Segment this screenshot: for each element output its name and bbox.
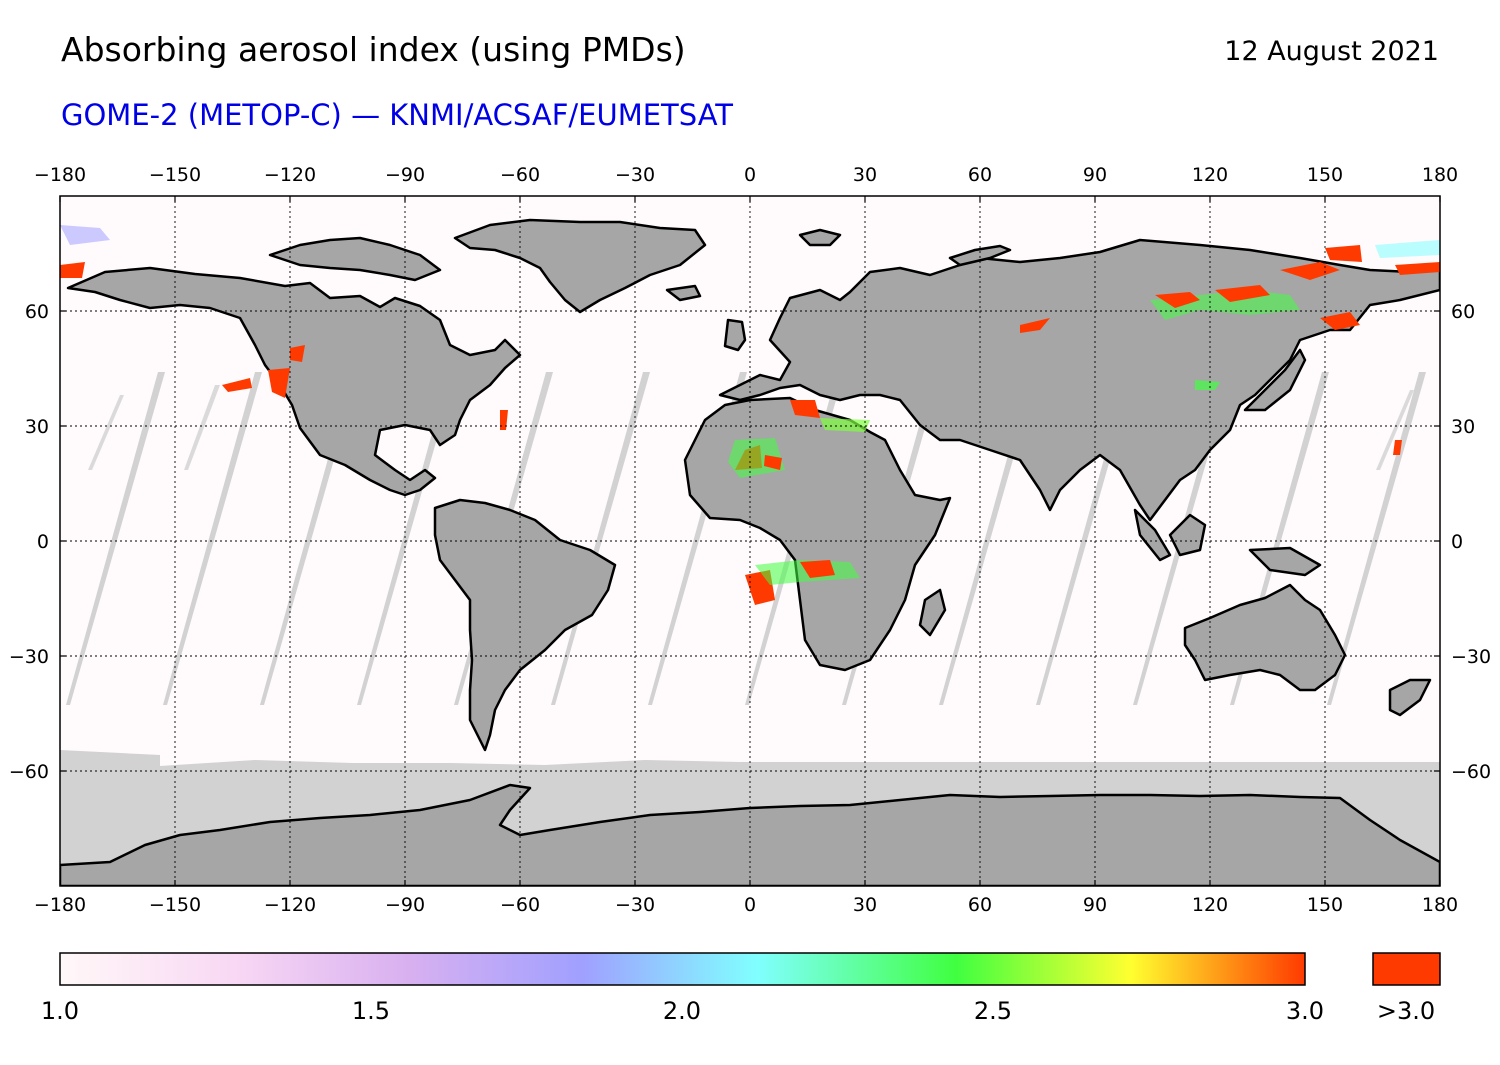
- colorbar-over-label: >3.0: [1377, 997, 1435, 1025]
- map-date: 12 August 2021: [1224, 36, 1439, 67]
- lon-tick-label: −60: [500, 894, 540, 916]
- lon-tick-label: 120: [1192, 894, 1228, 916]
- lon-tick-label: 180: [1422, 164, 1458, 186]
- lat-tick-label: 60: [25, 301, 49, 323]
- tick-marks: [59, 196, 1441, 886]
- lon-tick-label: 120: [1192, 164, 1228, 186]
- sumatra: [1133, 508, 1172, 562]
- lat-tick-label: 30: [25, 416, 49, 438]
- lon-tick-label: 0: [744, 894, 756, 916]
- lon-tick-label: 90: [1083, 894, 1107, 916]
- australia: [1183, 583, 1347, 692]
- lon-tick-label: 30: [853, 894, 877, 916]
- lat-labels-left: 60 30 0 −30 −60: [9, 301, 49, 783]
- lat-tick-label: −30: [9, 646, 49, 668]
- lon-tick-label: −150: [149, 164, 201, 186]
- lat-tick-label: −60: [1451, 761, 1491, 783]
- aerosol-plumes: [60, 225, 1440, 605]
- lon-tick-label: −150: [149, 894, 201, 916]
- borneo: [1168, 513, 1207, 557]
- lat-tick-label: 0: [1451, 531, 1463, 553]
- greenland: [453, 218, 707, 314]
- colorbar: [59, 952, 1306, 986]
- lon-tick-label: 60: [968, 164, 992, 186]
- lon-tick-label: 60: [968, 894, 992, 916]
- lat-tick-label: 30: [1451, 416, 1475, 438]
- japan: [1243, 348, 1307, 412]
- south-america: [433, 498, 617, 752]
- colorbar-label: 1.0: [41, 997, 79, 1025]
- novaya-zemlya: [948, 244, 1012, 267]
- lon-tick-label: 180: [1422, 894, 1458, 916]
- colorbar-label: 2.0: [663, 997, 701, 1025]
- colorbar-labels: 1.0 1.5 2.0 2.5 3.0 >3.0: [41, 997, 1435, 1025]
- lon-tick-label: 150: [1307, 164, 1343, 186]
- iceland: [665, 284, 702, 302]
- lon-tick-label: 30: [853, 164, 877, 186]
- svalbard: [798, 228, 842, 247]
- antarctica: [60, 783, 1440, 886]
- lon-tick-label: 0: [744, 164, 756, 186]
- lon-tick-label: 150: [1307, 894, 1343, 916]
- map-title: Absorbing aerosol index (using PMDs): [61, 30, 686, 69]
- colorbar-over-box: [1372, 952, 1441, 986]
- lon-tick-label: −120: [264, 164, 316, 186]
- lon-tick-label: −90: [385, 164, 425, 186]
- lat-labels-right: 60 30 0 −30 −60: [1451, 301, 1491, 783]
- lon-tick-label: −30: [615, 894, 655, 916]
- graticule: [60, 196, 1440, 886]
- lat-tick-label: 60: [1451, 301, 1475, 323]
- colorbar-label: 2.5: [974, 997, 1012, 1025]
- lon-tick-label: −60: [500, 164, 540, 186]
- lon-tick-label: 90: [1083, 164, 1107, 186]
- lat-tick-label: −60: [9, 761, 49, 783]
- lon-tick-label: −120: [264, 894, 316, 916]
- lat-tick-label: −30: [1451, 646, 1491, 668]
- lon-labels-top: −180 −150 −120 −90 −60 −30 0 30 60 90 12…: [34, 164, 1458, 186]
- lon-tick-label: −180: [34, 894, 86, 916]
- lon-tick-label: −180: [34, 164, 86, 186]
- uk: [723, 318, 747, 352]
- new-guinea: [1248, 546, 1322, 577]
- colorbar-label: 3.0: [1286, 997, 1324, 1025]
- colorbar-label: 1.5: [352, 997, 390, 1025]
- madagascar: [918, 588, 947, 637]
- new-zealand: [1388, 678, 1432, 717]
- north-america: [66, 266, 522, 497]
- lon-tick-label: −30: [615, 164, 655, 186]
- canadian-arctic: [268, 236, 442, 282]
- lon-labels-bottom: −180 −150 −120 −90 −60 −30 0 30 60 90 12…: [34, 894, 1458, 916]
- lat-tick-label: 0: [37, 531, 49, 553]
- map-subtitle: GOME-2 (METOP-C) — KNMI/ACSAF/EUMETSAT: [61, 98, 734, 132]
- lon-tick-label: −90: [385, 894, 425, 916]
